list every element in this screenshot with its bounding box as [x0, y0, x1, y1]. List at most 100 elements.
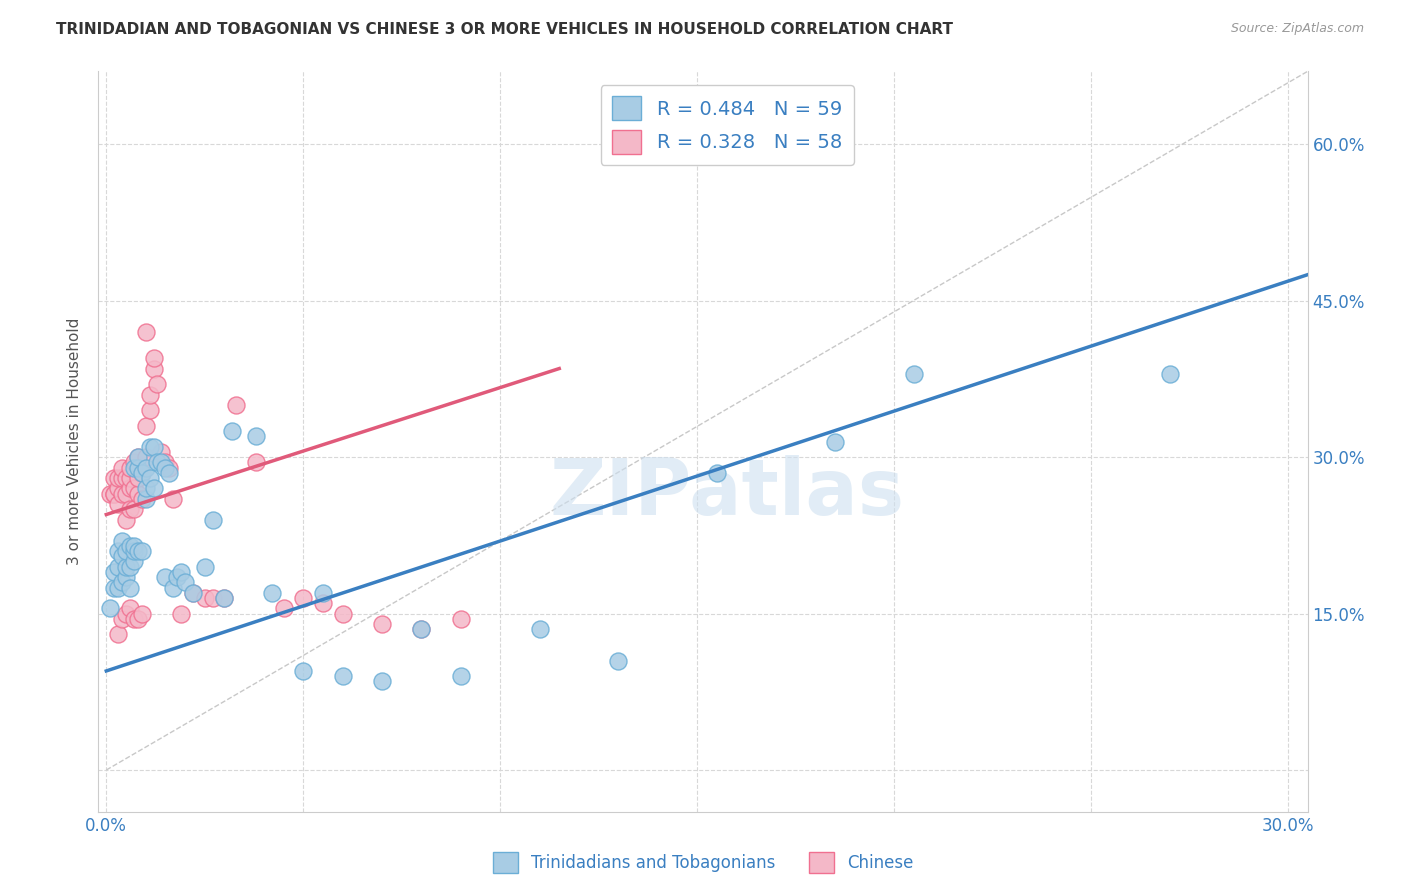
- Point: [138, 387, 160, 401]
- Point: [142, 440, 165, 454]
- Point: [111, 612, 134, 626]
- Point: [157, 466, 180, 480]
- Point: [411, 622, 433, 636]
- Point: [122, 544, 145, 558]
- Point: [127, 544, 149, 558]
- Point: [115, 513, 138, 527]
- Point: [122, 460, 145, 475]
- Point: [181, 586, 204, 600]
- Point: [607, 653, 630, 667]
- Point: [122, 612, 145, 626]
- Point: [118, 539, 141, 553]
- Point: [312, 586, 335, 600]
- Point: [127, 612, 149, 626]
- Point: [98, 601, 121, 615]
- Point: [170, 607, 193, 621]
- Point: [371, 617, 394, 632]
- Point: [706, 466, 728, 480]
- Point: [118, 502, 141, 516]
- Point: [107, 581, 129, 595]
- Point: [122, 502, 145, 516]
- Point: [201, 591, 224, 605]
- Point: [107, 482, 129, 496]
- Point: [162, 581, 184, 595]
- Point: [138, 471, 160, 485]
- Point: [103, 486, 125, 500]
- Point: [332, 669, 354, 683]
- Point: [150, 455, 173, 469]
- Point: [107, 497, 129, 511]
- Text: ZIPatlas: ZIPatlas: [550, 455, 904, 532]
- Point: [146, 377, 169, 392]
- Point: [131, 491, 153, 506]
- Point: [201, 513, 224, 527]
- Point: [118, 581, 141, 595]
- Point: [111, 471, 134, 485]
- Point: [155, 460, 177, 475]
- Point: [150, 445, 173, 459]
- Point: [181, 586, 204, 600]
- Point: [111, 460, 134, 475]
- Point: [111, 549, 134, 564]
- Point: [131, 466, 153, 480]
- Point: [411, 622, 433, 636]
- Point: [292, 591, 315, 605]
- Point: [115, 559, 138, 574]
- Point: [122, 482, 145, 496]
- Point: [107, 471, 129, 485]
- Point: [135, 482, 157, 496]
- Point: [115, 544, 138, 558]
- Point: [118, 559, 141, 574]
- Point: [107, 544, 129, 558]
- Legend: Trinidadians and Tobagonians, Chinese: Trinidadians and Tobagonians, Chinese: [486, 846, 920, 880]
- Point: [107, 627, 129, 641]
- Point: [155, 570, 177, 584]
- Point: [214, 591, 236, 605]
- Y-axis label: 3 or more Vehicles in Household: 3 or more Vehicles in Household: [67, 318, 83, 566]
- Point: [127, 450, 149, 465]
- Point: [214, 591, 236, 605]
- Point: [127, 450, 149, 465]
- Point: [529, 622, 551, 636]
- Point: [142, 361, 165, 376]
- Point: [292, 664, 315, 678]
- Point: [245, 429, 267, 443]
- Point: [155, 455, 177, 469]
- Text: Source: ZipAtlas.com: Source: ZipAtlas.com: [1230, 22, 1364, 36]
- Point: [111, 575, 134, 590]
- Point: [174, 575, 197, 590]
- Point: [135, 491, 157, 506]
- Point: [146, 455, 169, 469]
- Point: [131, 544, 153, 558]
- Point: [450, 669, 472, 683]
- Point: [135, 450, 157, 465]
- Point: [135, 325, 157, 339]
- Point: [332, 607, 354, 621]
- Point: [131, 466, 153, 480]
- Legend: R = 0.484   N = 59, R = 0.328   N = 58: R = 0.484 N = 59, R = 0.328 N = 58: [600, 85, 853, 165]
- Point: [107, 559, 129, 574]
- Point: [127, 486, 149, 500]
- Point: [127, 471, 149, 485]
- Point: [103, 486, 125, 500]
- Point: [312, 596, 335, 610]
- Point: [194, 591, 217, 605]
- Point: [131, 607, 153, 621]
- Point: [135, 460, 157, 475]
- Point: [122, 455, 145, 469]
- Point: [138, 440, 160, 454]
- Point: [103, 471, 125, 485]
- Point: [371, 674, 394, 689]
- Point: [122, 554, 145, 568]
- Text: TRINIDADIAN AND TOBAGONIAN VS CHINESE 3 OR MORE VEHICLES IN HOUSEHOLD CORRELATIO: TRINIDADIAN AND TOBAGONIAN VS CHINESE 3 …: [56, 22, 953, 37]
- Point: [118, 482, 141, 496]
- Point: [273, 601, 295, 615]
- Point: [245, 455, 267, 469]
- Point: [111, 533, 134, 548]
- Point: [103, 565, 125, 579]
- Point: [118, 460, 141, 475]
- Point: [103, 581, 125, 595]
- Point: [118, 471, 141, 485]
- Point: [115, 486, 138, 500]
- Point: [170, 565, 193, 579]
